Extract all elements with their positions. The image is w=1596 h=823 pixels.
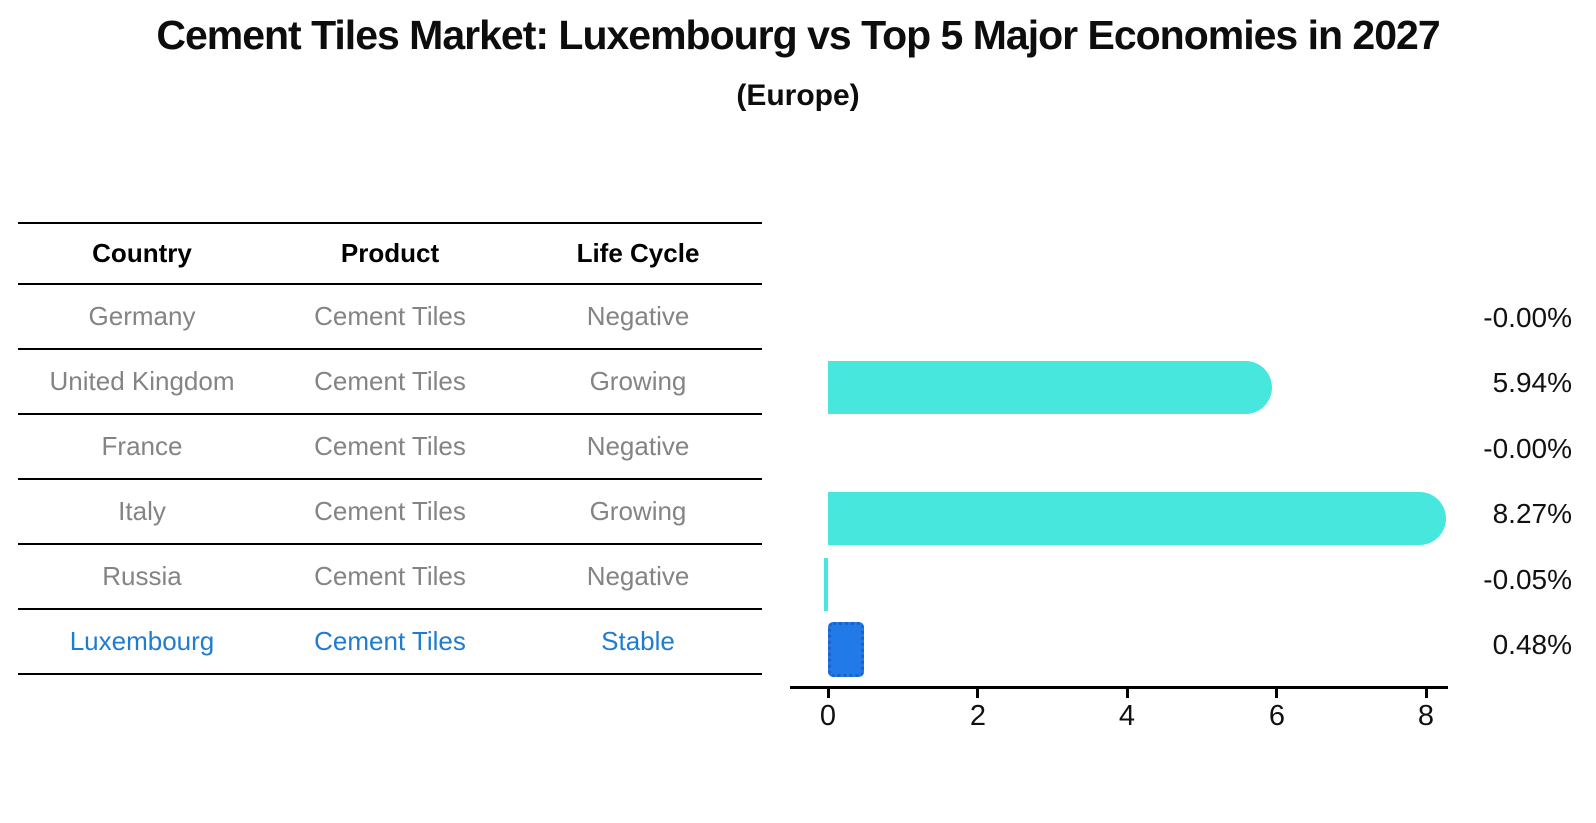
cell-life-cycle: Negative xyxy=(514,414,762,480)
table-header-row: Country Product Life Cycle xyxy=(18,222,762,285)
cell-country: France xyxy=(18,414,266,480)
cell-product: Cement Tiles xyxy=(266,349,514,415)
cell-country: Russia xyxy=(18,544,266,610)
x-axis-tick-label: 6 xyxy=(1268,700,1286,732)
cell-life-cycle: Negative xyxy=(514,544,762,610)
cell-country: Italy xyxy=(18,479,266,545)
bar-russia xyxy=(824,557,828,611)
table-row-italy: Italy Cement Tiles Growing xyxy=(18,479,762,545)
chart-title: Cement Tiles Market: Luxembourg vs Top 5… xyxy=(156,12,1440,58)
x-axis-tick-label: 4 xyxy=(1118,700,1136,732)
x-axis-tick-label: 0 xyxy=(819,700,837,732)
cell-country: United Kingdom xyxy=(18,349,266,415)
column-header-life-cycle: Life Cycle xyxy=(514,222,762,285)
country-table: Country Product Life Cycle Germany Cemen… xyxy=(18,222,762,675)
column-header-product: Product xyxy=(266,222,514,285)
cell-life-cycle: Stable xyxy=(514,609,762,675)
column-header-country: Country xyxy=(18,222,266,285)
table-row-united-kingdom: United Kingdom Cement Tiles Growing xyxy=(18,349,762,415)
cell-life-cycle: Growing xyxy=(514,349,762,415)
bar-italy xyxy=(828,491,1447,545)
cell-country: Luxembourg xyxy=(18,609,266,675)
table-row-germany: Germany Cement Tiles Negative xyxy=(18,284,762,350)
x-axis-tick xyxy=(1275,689,1278,698)
x-axis-tick xyxy=(1126,689,1129,698)
value-label-luxembourg: 0.48% xyxy=(1492,629,1572,660)
table-row-russia: Russia Cement Tiles Negative xyxy=(18,544,762,610)
cell-product: Cement Tiles xyxy=(266,479,514,545)
cell-product: Cement Tiles xyxy=(266,609,514,675)
value-label-russia: -0.05% xyxy=(1483,564,1572,595)
x-axis-tick-label: 2 xyxy=(969,700,987,732)
x-axis-line xyxy=(790,686,1448,689)
x-axis-tick xyxy=(976,689,979,698)
chart-subtitle: (Europe) xyxy=(736,79,860,112)
x-axis-tick xyxy=(1425,689,1428,698)
x-axis-tick xyxy=(827,689,830,698)
cell-life-cycle: Growing xyxy=(514,479,762,545)
cell-life-cycle: Negative xyxy=(514,284,762,350)
table-row-luxembourg: Luxembourg Cement Tiles Stable xyxy=(18,609,762,675)
cell-country: Germany xyxy=(18,284,266,350)
bar-united-kingdom xyxy=(828,360,1272,414)
table-row-france: France Cement Tiles Negative xyxy=(18,414,762,480)
x-axis-tick-label: 8 xyxy=(1417,700,1435,732)
cell-product: Cement Tiles xyxy=(266,544,514,610)
cell-product: Cement Tiles xyxy=(266,284,514,350)
cell-product: Cement Tiles xyxy=(266,414,514,480)
value-label-italy: 8.27% xyxy=(1492,498,1572,529)
bar-luxembourg xyxy=(828,621,864,677)
value-label-germany: -0.00% xyxy=(1483,302,1572,333)
value-label-united-kingdom: 5.94% xyxy=(1492,367,1572,398)
value-label-france: -0.00% xyxy=(1483,433,1572,464)
